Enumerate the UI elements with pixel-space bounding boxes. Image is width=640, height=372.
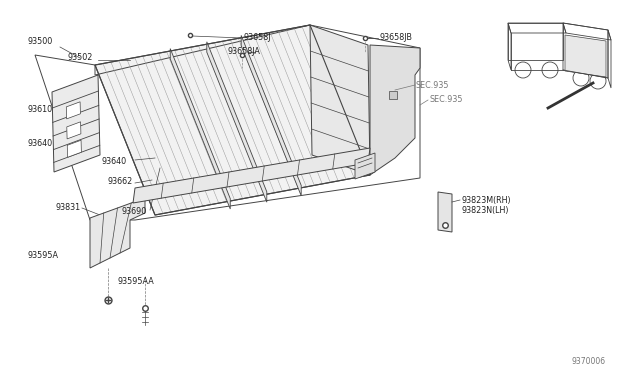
Text: 93662: 93662 [108,177,133,186]
Polygon shape [95,25,370,215]
Text: 9370006: 9370006 [572,357,606,366]
Polygon shape [133,148,370,203]
Text: SEC.935: SEC.935 [429,94,463,103]
Text: 93595AA: 93595AA [118,278,155,286]
Text: 93595A: 93595A [28,250,59,260]
Polygon shape [52,75,100,172]
Polygon shape [67,140,81,157]
Text: 93500: 93500 [28,38,53,46]
Polygon shape [438,192,452,232]
Text: 93658JA: 93658JA [228,48,261,57]
Polygon shape [67,102,81,119]
Polygon shape [370,45,420,175]
Text: 93640: 93640 [102,157,127,167]
Text: 93823N(LH): 93823N(LH) [461,205,509,215]
Text: 93823M(RH): 93823M(RH) [461,196,511,205]
Text: SEC.935: SEC.935 [416,80,449,90]
Polygon shape [565,35,606,77]
Bar [389,91,397,99]
Polygon shape [207,42,267,202]
Text: 93640: 93640 [28,138,53,148]
Polygon shape [355,153,375,179]
Polygon shape [310,25,370,175]
Text: 93502: 93502 [67,54,92,62]
Text: 93831: 93831 [55,203,80,212]
Polygon shape [67,122,81,139]
Text: 93690: 93690 [122,208,147,217]
Polygon shape [241,35,301,196]
Polygon shape [90,198,145,268]
Polygon shape [170,49,230,209]
Text: 93610: 93610 [28,106,53,115]
Text: 93658J: 93658J [243,32,271,42]
Text: 93658JB: 93658JB [379,32,412,42]
